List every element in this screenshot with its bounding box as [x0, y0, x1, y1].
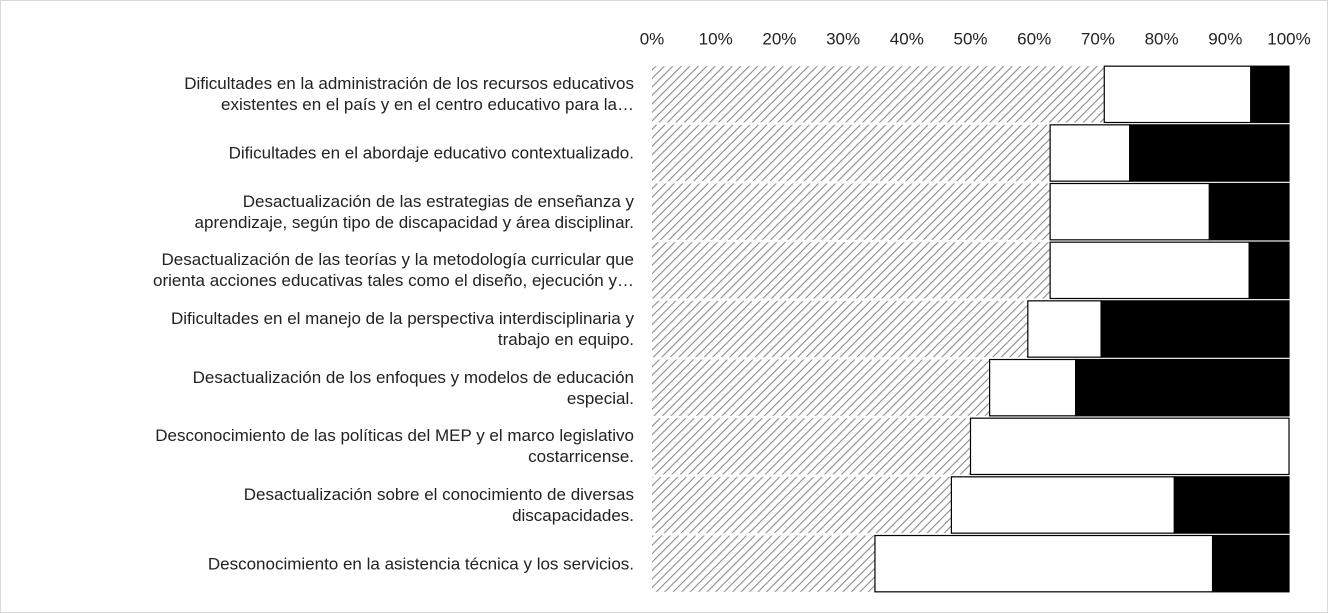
x-tick-label: 30% [826, 29, 860, 48]
bar-segment [1211, 534, 1290, 593]
bar-segment [1049, 182, 1210, 241]
category-label: Desactualización de las estrategias de e… [194, 191, 634, 232]
category-label: Desconocimiento en la asistencia técnica… [207, 554, 634, 574]
category-label: Dificultades en el manejo de la perspect… [170, 309, 634, 349]
bar-segment [1103, 65, 1252, 124]
bar-segment [652, 535, 875, 592]
category-label: Dificultades en el abordaje educativo co… [228, 143, 634, 163]
bar-segment [874, 534, 1214, 593]
bar-segment [1248, 241, 1290, 300]
x-tick-label: 100% [1267, 29, 1310, 48]
category-label: Desactualización sobre el conocimiento d… [243, 485, 634, 525]
x-tick-label: 70% [1081, 29, 1115, 48]
category-label: Desconocimiento de las políticas del MEP… [155, 426, 634, 467]
bar-segment [652, 359, 990, 416]
bar-segment [652, 242, 1051, 299]
bar-segment [1049, 241, 1250, 300]
bar-segment [652, 476, 952, 534]
bar-segment [652, 300, 1028, 358]
bar-segment [652, 183, 1051, 240]
category-label: Dificultades en la administración de los… [184, 74, 634, 115]
bar-segment [950, 476, 1175, 534]
bar-segment [989, 358, 1077, 417]
x-tick-label: 80% [1145, 29, 1179, 48]
bar-segment [652, 66, 1105, 123]
category-label: Desactualización de los enfoques y model… [192, 367, 634, 408]
x-tick-label: 90% [1208, 29, 1242, 48]
bar-segment [1208, 182, 1290, 241]
bar-segment [1129, 124, 1290, 182]
bar-segment [1173, 476, 1290, 534]
bar-segment [652, 124, 1051, 182]
x-tick-label: 0% [640, 29, 665, 48]
x-tick-label: 50% [953, 29, 987, 48]
bar-segment [1027, 300, 1102, 358]
bar-segment [1100, 300, 1290, 358]
bar-segment [1075, 358, 1290, 417]
bar-segment [652, 418, 971, 475]
x-tick-label: 60% [1017, 29, 1051, 48]
bar-segment [1049, 124, 1131, 182]
x-tick-label: 20% [762, 29, 796, 48]
x-tick-label: 10% [699, 29, 733, 48]
bar-segment [969, 417, 1290, 476]
bar-segment [1250, 65, 1290, 124]
category-label: Desactualización de las teorías y la met… [153, 250, 634, 291]
x-tick-label: 40% [890, 29, 924, 48]
